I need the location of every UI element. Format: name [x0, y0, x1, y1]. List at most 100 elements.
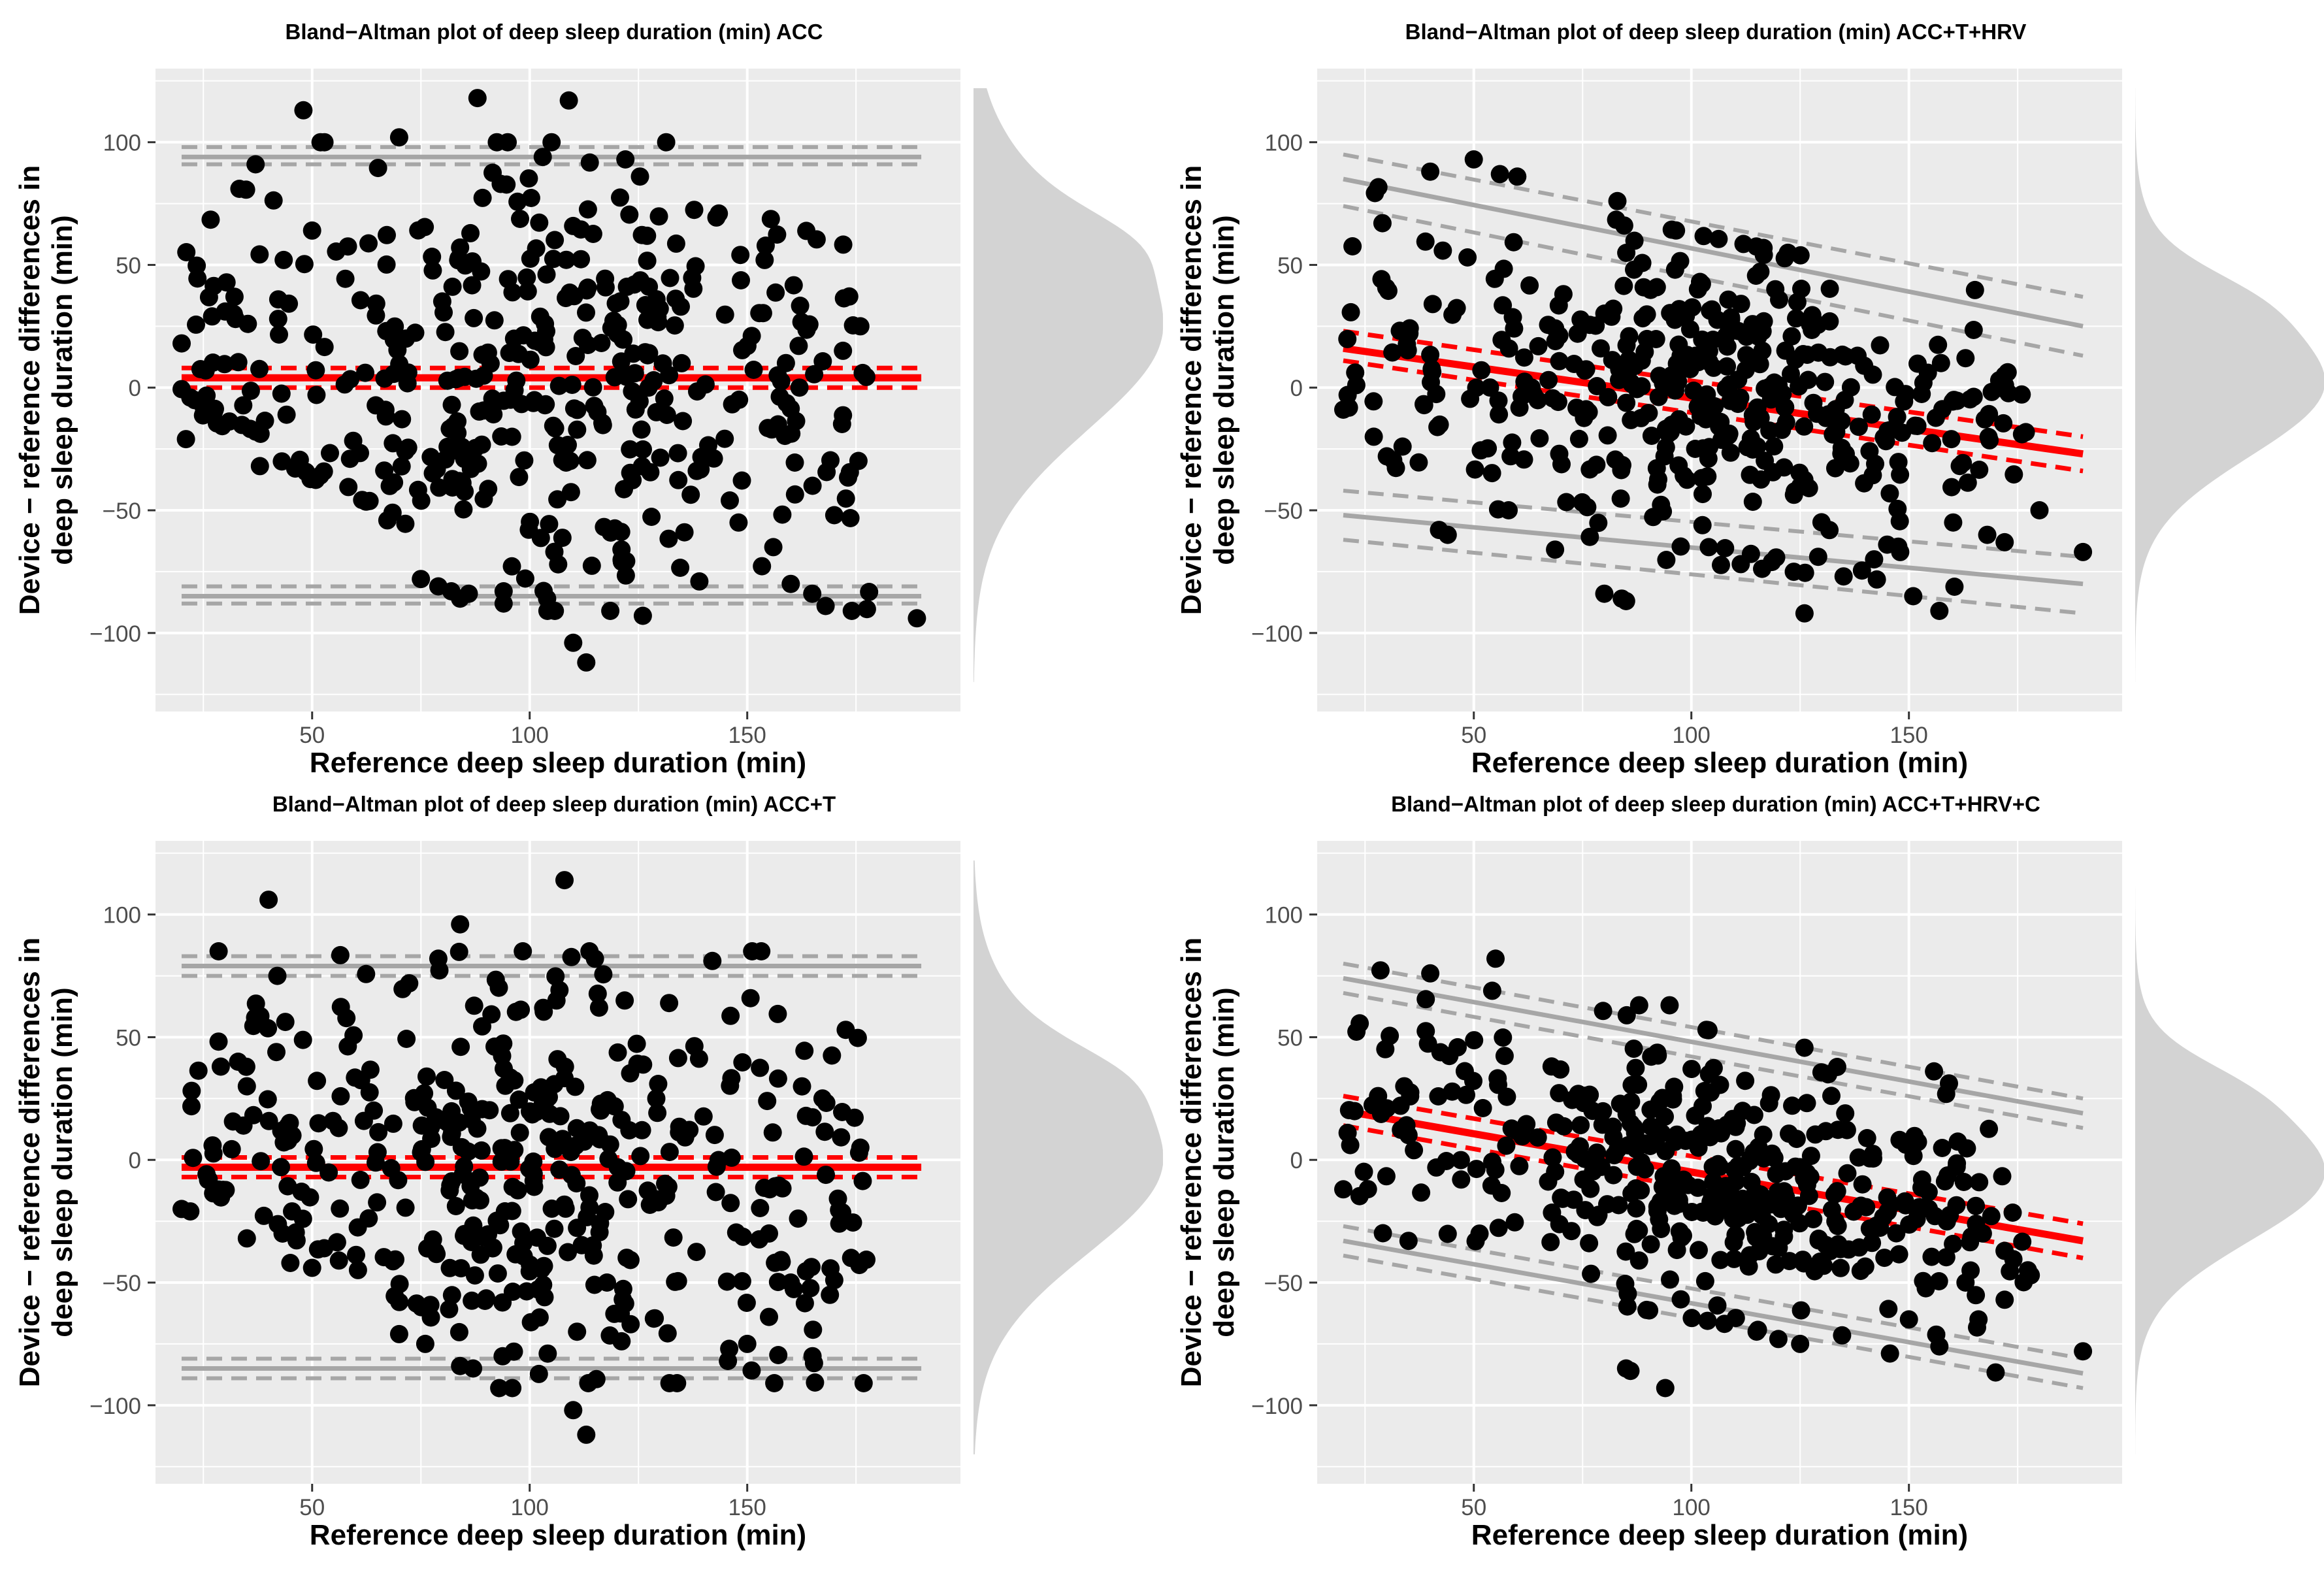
data-point: [1341, 1136, 1360, 1154]
data-point: [1878, 1188, 1897, 1207]
data-point: [1423, 295, 1442, 314]
data-point: [568, 1219, 587, 1237]
data-point: [488, 1264, 507, 1283]
y-tick-label: −100: [90, 1394, 141, 1419]
data-point: [1686, 440, 1705, 458]
data-point: [1767, 1165, 1786, 1183]
data-point: [566, 347, 585, 365]
data-point: [619, 1190, 638, 1209]
data-point: [1927, 1325, 1946, 1344]
y-tick-label: 0: [1290, 1148, 1303, 1173]
data-point: [1837, 444, 1855, 463]
data-point: [1863, 365, 1882, 384]
data-point: [451, 1259, 470, 1278]
data-point: [1930, 602, 1949, 620]
data-point: [1890, 512, 1909, 531]
x-tick-label: 100: [1673, 1495, 1710, 1520]
data-point: [1620, 327, 1639, 346]
data-points: [172, 871, 876, 1444]
lower-loa-ci-upper: [1343, 1224, 2084, 1361]
data-point: [1814, 1256, 1833, 1275]
data-point: [545, 1219, 564, 1238]
data-point: [368, 1193, 387, 1212]
upper-loa-ci-upper: [1343, 152, 2084, 299]
data-point: [1776, 1188, 1795, 1207]
data-point: [1416, 990, 1435, 1009]
data-point: [584, 1246, 603, 1265]
data-point: [1427, 385, 1446, 404]
data-point: [1488, 1069, 1507, 1088]
data-point: [589, 998, 608, 1017]
data-point: [1769, 1238, 1788, 1257]
data-point: [182, 1097, 201, 1116]
data-point: [272, 1121, 291, 1140]
data-point: [1694, 485, 1712, 504]
marginal-density: [974, 88, 1163, 682]
data-point: [1758, 1195, 1777, 1214]
data-points: [1334, 150, 2093, 623]
data-point: [660, 1143, 679, 1162]
data-point: [1334, 1180, 1352, 1199]
x-axis-ticks: 50 100 150: [1461, 712, 1928, 748]
data-point: [857, 1251, 876, 1269]
data-point: [1471, 441, 1490, 460]
data-point: [821, 1285, 840, 1304]
data-point: [415, 1084, 434, 1103]
data-point: [589, 1126, 608, 1145]
data-point: [1787, 1130, 1806, 1149]
data-point: [564, 633, 583, 652]
data-point: [572, 220, 591, 239]
data-point: [368, 1143, 387, 1162]
data-point: [744, 361, 763, 379]
data-point: [1589, 514, 1608, 532]
data-point: [817, 1094, 836, 1112]
data-point: [281, 1254, 300, 1272]
data-point: [241, 382, 260, 401]
y-axis-label-line2: deep sleep duration (min): [1208, 215, 1240, 565]
data-point: [1795, 563, 1814, 582]
data-point: [502, 557, 521, 576]
data-point: [766, 283, 785, 302]
data-point: [559, 1243, 578, 1262]
data-point: [686, 257, 705, 276]
data-point: [1438, 525, 1457, 544]
data-point: [184, 1149, 203, 1168]
data-point: [542, 133, 561, 152]
data-point: [1743, 493, 1762, 511]
data-point: [630, 167, 649, 186]
data-point: [756, 237, 775, 255]
data-point: [269, 310, 287, 329]
data-point: [225, 287, 244, 306]
data-point: [1494, 259, 1513, 278]
data-point: [782, 424, 801, 443]
data-point: [1343, 237, 1362, 255]
data-point: [785, 485, 804, 504]
data-point: [321, 444, 339, 463]
data-point: [250, 359, 269, 378]
data-point: [742, 1361, 761, 1380]
data-point: [621, 440, 640, 459]
data-point: [764, 538, 783, 557]
y-tick-label: −50: [1264, 499, 1303, 524]
data-point: [1520, 276, 1539, 295]
chart-title: Bland−Altman plot of deep sleep duration…: [272, 792, 836, 816]
data-point: [1827, 1182, 1846, 1201]
data-point: [1461, 389, 1480, 408]
data-point: [1599, 387, 1618, 406]
data-point: [461, 1099, 480, 1118]
data-point: [1782, 327, 1801, 346]
data-point: [1711, 1251, 1730, 1269]
data-point: [587, 1369, 606, 1388]
data-point: [1466, 1232, 1485, 1251]
data-point: [762, 420, 781, 439]
data-point: [377, 255, 396, 274]
data-point: [1925, 1062, 1944, 1081]
data-point: [1550, 352, 1569, 370]
data-point: [772, 372, 791, 391]
data-point: [1656, 1379, 1675, 1398]
data-point: [1834, 567, 1853, 586]
data-point: [1801, 315, 1820, 334]
data-point: [1746, 267, 1765, 285]
data-point: [620, 205, 639, 224]
